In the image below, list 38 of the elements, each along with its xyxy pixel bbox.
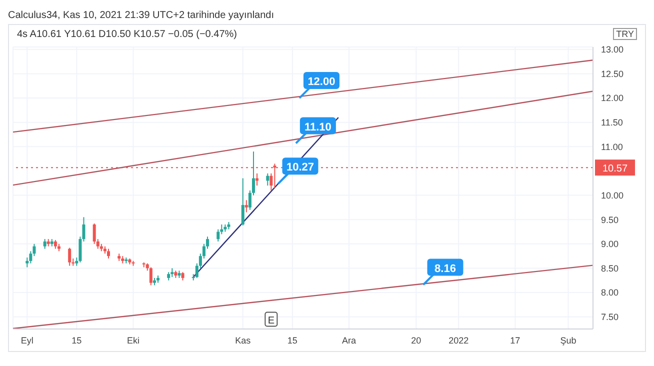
candlestick (106, 248, 110, 259)
y-tick-label: 10.00 (601, 190, 624, 200)
y-tick-label: 12.00 (601, 93, 624, 104)
x-tick-label: 15 (287, 335, 298, 346)
candlestick (68, 247, 72, 266)
x-tick-label: Kas (235, 335, 252, 346)
y-tick-label: 9.00 (601, 239, 619, 250)
y-tick-label: 7.50 (601, 312, 619, 322)
x-tick-label: Ara (342, 335, 356, 346)
y-tick-label: 13.00 (601, 44, 624, 55)
chart-title: 4s A10.61 Y10.61 D10.50 K10.57 −0.05 (−0.47%) (17, 29, 237, 40)
annotation: 12.00 (308, 76, 336, 88)
y-tick-label: 12.50 (601, 68, 624, 79)
y-tick-label: 11.00 (601, 142, 623, 152)
y-axis-title: TRY (613, 28, 637, 40)
x-tick-label: 2022 (448, 335, 469, 346)
x-tick-label: 20 (411, 335, 422, 346)
candlestick (244, 200, 248, 213)
annotation: E (268, 315, 275, 326)
y-tick-label: 8.50 (601, 263, 619, 274)
candlestick (241, 178, 244, 226)
x-tick-label: Şub (560, 335, 576, 346)
annotation: 10.27 (286, 162, 314, 174)
ref-line-label: 10.57 (602, 164, 628, 175)
y-tick-label: 9.50 (601, 214, 619, 225)
annotation: 8.16 (434, 262, 456, 275)
candlestick (266, 172, 270, 186)
annotation: 11.10 (304, 121, 332, 134)
x-tick-label: Eyl (20, 335, 34, 346)
y-tick-label: 11.50 (601, 118, 623, 128)
x-tick-label: 15 (72, 335, 82, 346)
chart-subtitle: Calculus34, Kas 10, 2021 21:39 UTC+2 tarihinde yayınlandı (8, 9, 276, 23)
candlestick (216, 228, 220, 242)
y-tick-label: 8.00 (601, 288, 619, 298)
candlestick (43, 238, 46, 250)
candlestick (149, 266, 152, 286)
x-tick-label: 17 (510, 335, 520, 346)
x-tick-label: Eki (126, 335, 140, 346)
